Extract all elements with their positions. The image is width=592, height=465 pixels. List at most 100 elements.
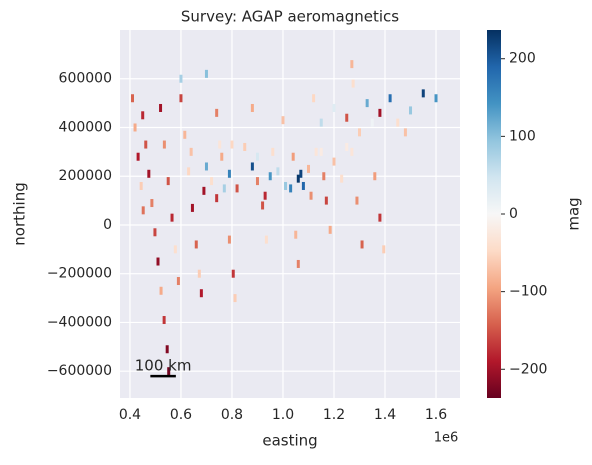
- x-tick-label: 0.4: [119, 407, 141, 423]
- survey-point: [276, 167, 280, 176]
- survey-point: [243, 142, 247, 151]
- survey-point: [176, 277, 180, 286]
- survey-point: [189, 147, 193, 156]
- survey-point: [328, 225, 332, 234]
- survey-point: [263, 191, 267, 200]
- y-axis-label: northing: [11, 182, 29, 245]
- survey-point: [291, 152, 295, 161]
- colorbar-tick-label: 100: [509, 128, 536, 144]
- survey-point: [358, 128, 362, 137]
- x-tick-label: 1.2: [323, 407, 345, 423]
- survey-point: [319, 118, 323, 127]
- survey-point: [396, 118, 400, 127]
- survey-point: [204, 162, 208, 171]
- x-tick-label: 0.8: [221, 407, 243, 423]
- x-tick-label: 0.6: [170, 407, 192, 423]
- y-tick-label: −400000: [47, 314, 112, 330]
- survey-point: [324, 196, 328, 205]
- survey-point: [204, 69, 208, 78]
- survey-point: [150, 199, 154, 208]
- survey-point: [350, 60, 354, 69]
- survey-point: [350, 147, 354, 156]
- survey-point: [227, 235, 231, 244]
- survey-point: [255, 177, 259, 186]
- survey-point: [165, 345, 169, 354]
- survey-point: [284, 181, 288, 190]
- survey-point: [299, 169, 303, 178]
- survey-point: [378, 213, 382, 222]
- survey-point: [167, 367, 171, 376]
- survey-point: [296, 259, 300, 268]
- survey-point: [382, 245, 386, 254]
- survey-point: [231, 269, 235, 278]
- survey-point: [199, 289, 203, 298]
- colorbar-tick-label: 0: [509, 206, 518, 222]
- survey-point: [365, 99, 369, 108]
- survey-point: [319, 147, 323, 156]
- survey-point: [235, 184, 239, 193]
- survey-point: [345, 142, 349, 151]
- survey-point: [281, 116, 285, 125]
- survey-point: [210, 177, 214, 186]
- survey-point: [355, 196, 359, 205]
- survey-point: [264, 235, 268, 244]
- survey-point: [314, 147, 318, 156]
- survey-point: [197, 269, 201, 278]
- survey-point: [351, 79, 355, 88]
- survey-point: [202, 186, 206, 195]
- survey-point: [301, 181, 305, 190]
- survey-point: [156, 257, 160, 266]
- y-tick-label: −200000: [47, 266, 112, 282]
- survey-point: [255, 152, 259, 161]
- survey-point: [179, 74, 183, 83]
- survey-point: [141, 111, 145, 120]
- survey-point: [183, 130, 187, 139]
- x-tick-label: 1.6: [425, 407, 447, 423]
- survey-point: [133, 123, 137, 132]
- survey-point: [309, 191, 313, 200]
- survey-point: [147, 169, 151, 178]
- survey-point: [370, 118, 374, 127]
- survey-point: [340, 174, 344, 183]
- survey-point: [162, 140, 166, 149]
- survey-point: [230, 140, 234, 149]
- y-tick-label: 0: [103, 217, 112, 233]
- survey-point: [179, 94, 183, 103]
- survey-point: [306, 164, 310, 173]
- survey-point: [162, 316, 166, 325]
- chart-title: Survey: AGAP aeromagnetics: [181, 8, 399, 26]
- survey-point: [360, 240, 364, 249]
- survey-point: [268, 172, 272, 181]
- survey-point: [373, 172, 377, 181]
- survey-point: [144, 140, 148, 149]
- survey-point: [222, 184, 226, 193]
- survey-point: [139, 181, 143, 190]
- survey-point: [194, 240, 198, 249]
- survey-point: [250, 162, 254, 171]
- survey-point: [312, 94, 316, 103]
- survey-point: [332, 103, 336, 112]
- x-offset-label: 1e6: [434, 431, 459, 446]
- colorbar-tick-label: −100: [509, 284, 547, 300]
- survey-point: [296, 174, 300, 183]
- survey-point: [409, 106, 413, 115]
- survey-point: [130, 94, 134, 103]
- survey-point: [159, 286, 163, 295]
- x-tick-label: 1.0: [272, 407, 294, 423]
- survey-point: [166, 177, 170, 186]
- survey-point: [233, 294, 237, 303]
- colorbar: [487, 30, 501, 398]
- survey-point: [289, 184, 293, 193]
- colorbar-tick-label: −200: [509, 361, 547, 377]
- y-tick-label: 400000: [59, 119, 112, 135]
- survey-point: [215, 194, 219, 203]
- survey-point: [378, 108, 382, 117]
- survey-point: [250, 103, 254, 112]
- x-axis-label: easting: [262, 432, 317, 450]
- survey-point: [294, 230, 298, 239]
- colorbar-tick-label: 200: [509, 51, 536, 67]
- survey-point: [322, 172, 326, 181]
- survey-point: [345, 113, 349, 122]
- survey-point: [190, 203, 194, 212]
